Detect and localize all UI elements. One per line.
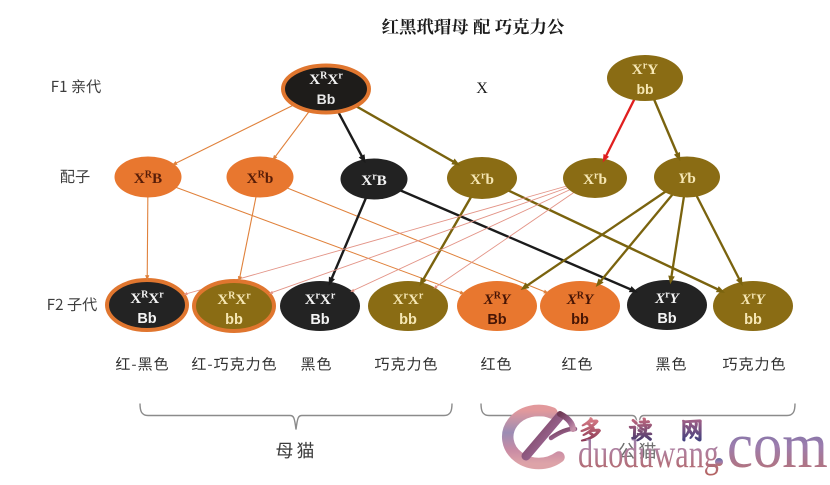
svg-text:XRb: XRb xyxy=(247,170,274,188)
svg-text:Bb: Bb xyxy=(487,312,506,328)
svg-text:XRXr: XRXr xyxy=(309,71,343,89)
svg-text:bb: bb xyxy=(744,312,762,328)
svg-text:com: com xyxy=(727,410,828,480)
svg-text:XrXr: XrXr xyxy=(393,291,424,309)
svg-text:XRXr: XRXr xyxy=(130,290,164,308)
svg-text:bb: bb xyxy=(225,312,243,328)
svg-text:XrY: XrY xyxy=(632,61,658,79)
svg-text:bb: bb xyxy=(399,312,417,328)
svg-text:XrXr: XrXr xyxy=(305,291,336,309)
svg-text:XRXr: XRXr xyxy=(217,291,251,309)
svg-text:XrB: XrB xyxy=(361,172,387,190)
svg-text:X: X xyxy=(476,80,488,97)
svg-text:Bb: Bb xyxy=(137,311,156,327)
svg-text:XrY: XrY xyxy=(740,291,766,309)
svg-text:XRY: XRY xyxy=(483,291,512,309)
svg-text:Xrb: Xrb xyxy=(470,171,494,189)
svg-text:Bb: Bb xyxy=(317,91,336,107)
svg-text:bb: bb xyxy=(636,81,653,97)
svg-text:XRB: XRB xyxy=(134,170,162,188)
svg-text:XrY: XrY xyxy=(654,290,680,308)
svg-text:Xrb: Xrb xyxy=(583,171,607,189)
svg-text:Yb: Yb xyxy=(678,170,696,187)
svg-text:duoduwang: duoduwang xyxy=(578,431,719,476)
svg-text:Bb: Bb xyxy=(657,311,676,327)
svg-text:Bb: Bb xyxy=(310,312,329,328)
svg-text:XRY: XRY xyxy=(566,291,595,309)
svg-text:bb: bb xyxy=(571,312,589,328)
